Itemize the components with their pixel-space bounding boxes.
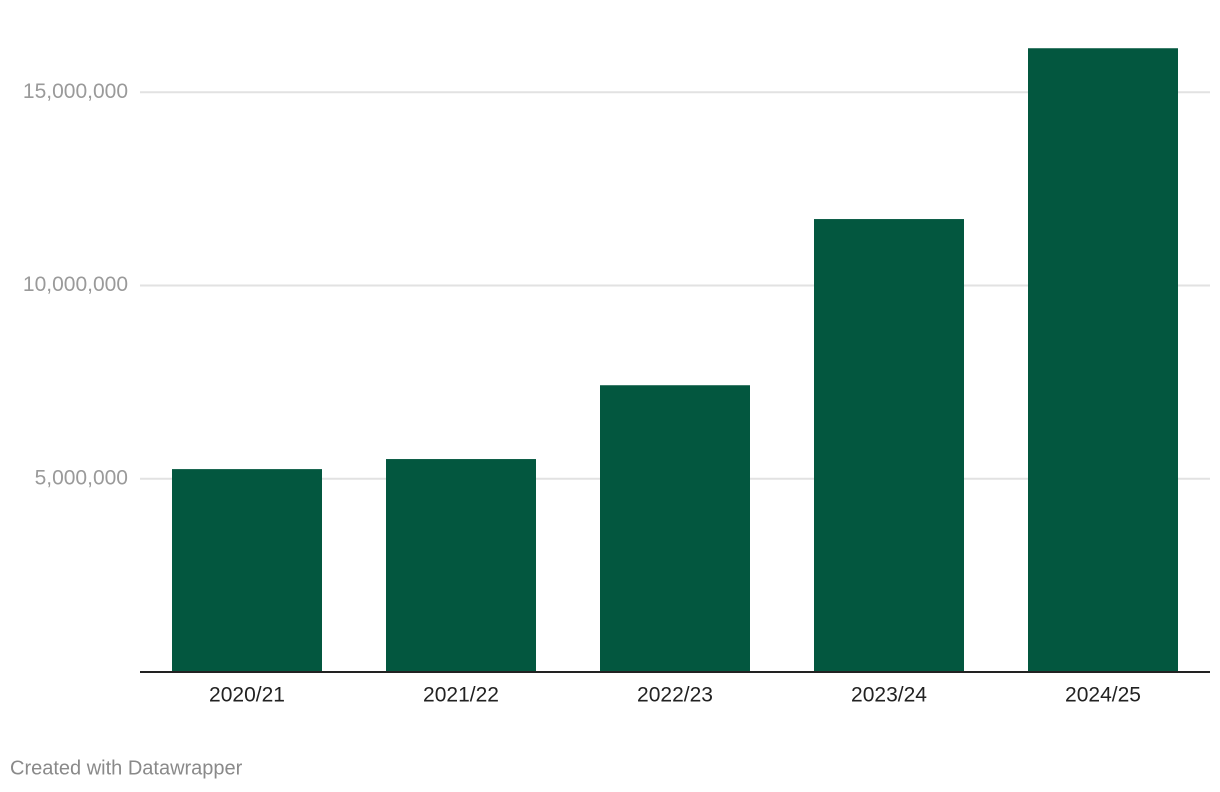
x-tick-label: 2020/21 <box>209 684 285 707</box>
bar <box>600 385 750 672</box>
y-tick-label: 10,000,000 <box>23 273 128 296</box>
bar <box>386 459 536 672</box>
x-tick-label: 2022/23 <box>637 684 713 707</box>
y-tick-label: 5,000,000 <box>35 466 128 489</box>
x-tick-label: 2021/22 <box>423 684 499 707</box>
x-tick-label: 2024/25 <box>1065 684 1141 707</box>
y-tick-label: 15,000,000 <box>23 80 128 103</box>
bar <box>814 219 964 673</box>
bar <box>172 469 322 672</box>
bar <box>1028 48 1178 673</box>
credit-note: Created with Datawrapper <box>10 757 243 779</box>
x-tick-label: 2023/24 <box>851 684 927 707</box>
